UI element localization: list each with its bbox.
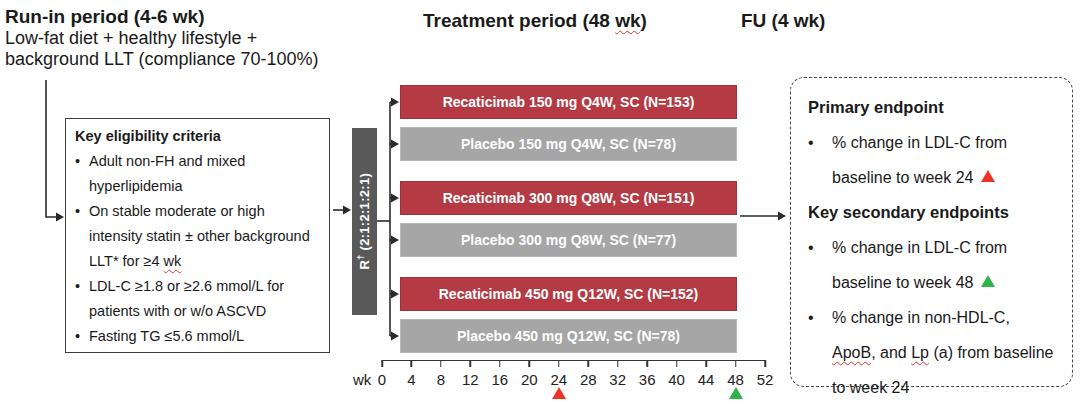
- tick-label-0: 0: [378, 371, 386, 388]
- tick-label-44: 44: [698, 371, 715, 388]
- tick-label-16: 16: [492, 371, 509, 388]
- arm-recaticimab-300-q8w: Recaticimab 300 mg Q8W, SC (N=151): [400, 181, 737, 215]
- eligibility-bullet-2-text: On stable moderate or high intensity sta…: [89, 199, 321, 274]
- tick-label-20: 20: [521, 371, 538, 388]
- green-triangle-icon: [981, 275, 995, 287]
- tick-label-28: 28: [580, 371, 597, 388]
- eligibility-box: Key eligibility criteria • Adult non-FH …: [65, 118, 330, 353]
- axis-unit-label: wk: [353, 371, 371, 388]
- secondary-endpoint-bullet-1: • % change in LDL-C from baseline to wee…: [808, 230, 1057, 300]
- arm-placebo-450-q12w: Placebo 450 mg Q12W, SC (N=78): [400, 319, 737, 353]
- eligibility-bullet-4-text: Fasting TG ≤5.6 mmol/L: [89, 324, 321, 349]
- treatment-period-header: Treatment period (48 wk): [423, 10, 647, 32]
- tick-label-8: 8: [437, 371, 445, 388]
- secondary-endpoints-title: Key secondary endpoints: [808, 195, 1057, 230]
- runin-period-title: Run-in period (4-6 wk): [5, 6, 365, 27]
- eligibility-bullet-4: • Fasting TG ≤5.6 mmol/L: [75, 324, 321, 349]
- week48-green-triangle-icon: [729, 387, 743, 399]
- followup-header: FU (4 wk): [741, 10, 825, 32]
- tick-label-4: 4: [407, 371, 415, 388]
- eligibility-bullet-1: • Adult non-FH and mixed hyperlipidemia: [75, 149, 321, 199]
- bullet-dot: •: [75, 149, 89, 199]
- eligibility-title: Key eligibility criteria: [75, 124, 321, 149]
- arm-placebo-150-q4w: Placebo 150 mg Q4W, SC (N=78): [400, 127, 737, 161]
- primary-endpoint-bullet: • % change in LDL-C from baseline to wee…: [808, 125, 1057, 195]
- tick-label-48: 48: [727, 371, 744, 388]
- tick-label-24: 24: [550, 371, 567, 388]
- secondary-endpoint-1-text: % change in LDL-C from baseline to week …: [832, 230, 1057, 300]
- primary-endpoint-title: Primary endpoint: [808, 90, 1057, 125]
- apob-squiggle: ApoB: [832, 344, 871, 361]
- tick-label-32: 32: [609, 371, 626, 388]
- tick-label-12: 12: [462, 371, 479, 388]
- bullet-dot: •: [75, 199, 89, 274]
- runin-period-block: Run-in period (4-6 wk) Low-fat diet + he…: [5, 6, 365, 70]
- arm-placebo-300-q8w: Placebo 300 mg Q8W, SC (N=77): [400, 223, 737, 257]
- timeline-axis: wk 0 4 8 12 16 20 24 28 32 36 40 44 48 5…: [382, 360, 765, 412]
- primary-endpoint-text: % change in LDL-C from baseline to week …: [832, 125, 1057, 195]
- arm-recaticimab-450-q12w: Recaticimab 450 mg Q12W, SC (N=152): [400, 277, 737, 311]
- bullet-dot: •: [808, 125, 832, 195]
- tick-label-52: 52: [757, 371, 774, 388]
- tick-label-40: 40: [668, 371, 685, 388]
- eligibility-bullet-1-text: Adult non-FH and mixed hyperlipidemia: [89, 149, 321, 199]
- eligibility-bullet-3: • LDL-C ≥1.8 or ≥2.6 mmol/L for patients…: [75, 274, 321, 324]
- arm-recaticimab-150-q4w: Recaticimab 150 mg Q4W, SC (N=153): [400, 85, 737, 119]
- treatment-header-squiggle: wk: [615, 10, 640, 31]
- runin-line1: Low-fat diet + healthy lifestyle +: [5, 28, 365, 49]
- bullet-dot: •: [808, 300, 832, 405]
- randomization-bar: R† (2:1:2:1:2:1): [352, 128, 377, 315]
- randomization-label: R† (2:1:2:1:2:1): [356, 173, 372, 270]
- eligibility-bullet-3-text: LDL-C ≥1.8 or ≥2.6 mmol/L for patients w…: [89, 274, 321, 324]
- study-design-diagram: Run-in period (4-6 wk) Low-fat diet + he…: [0, 0, 1080, 413]
- dagger-superscript: †: [356, 255, 366, 260]
- lp-squiggle: Lp: [911, 344, 929, 361]
- eligibility-squiggle-wk: wk: [164, 253, 182, 269]
- secondary-endpoint-bullet-2: • % change in non-HDL-C, ApoB, and Lp (a…: [808, 300, 1057, 405]
- secondary-endpoint-2-text: % change in non-HDL-C, ApoB, and Lp (a) …: [832, 300, 1057, 405]
- endpoints-box: Primary endpoint • % change in LDL-C fro…: [790, 77, 1073, 387]
- eligibility-bullet-2: • On stable moderate or high intensity s…: [75, 199, 321, 274]
- red-triangle-icon: [981, 170, 995, 182]
- bullet-dot: •: [808, 230, 832, 300]
- bullet-dot: •: [75, 274, 89, 324]
- runin-line2: background LLT (compliance 70-100%): [5, 49, 365, 70]
- week24-red-triangle-icon: [552, 387, 566, 399]
- tick-label-36: 36: [639, 371, 656, 388]
- bullet-dot: •: [75, 324, 89, 349]
